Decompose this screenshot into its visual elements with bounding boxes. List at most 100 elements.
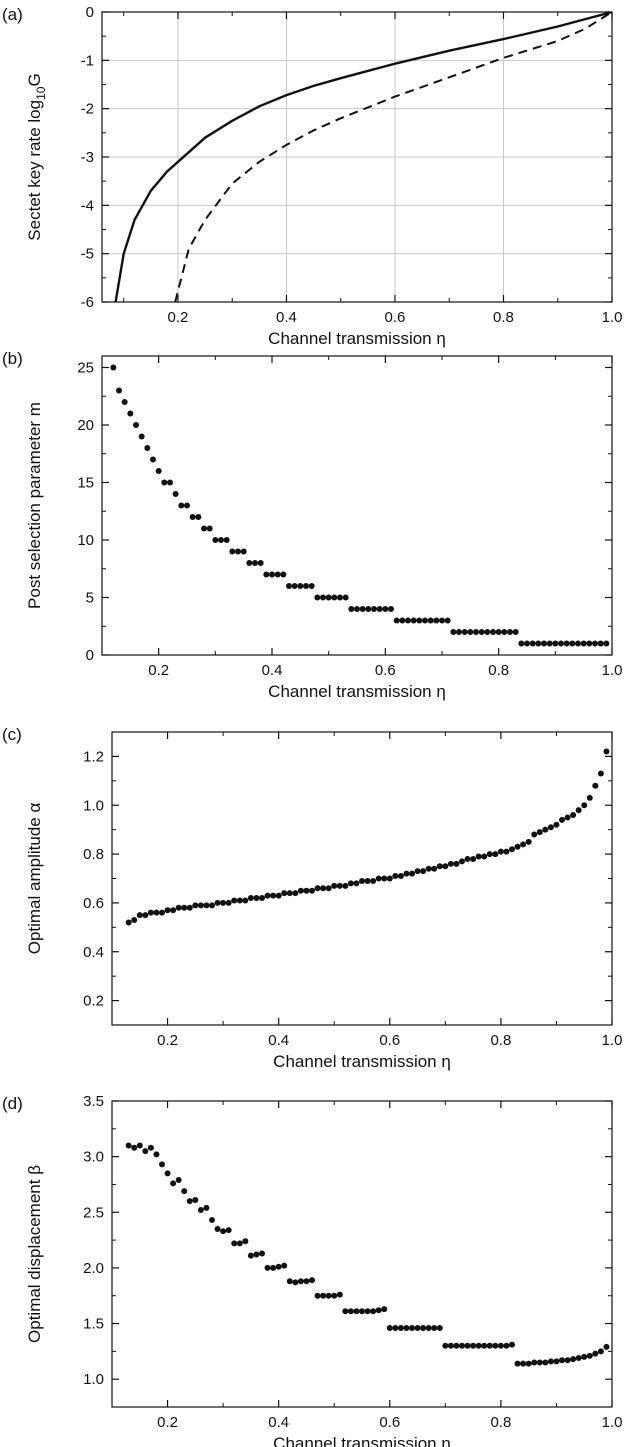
panel-label: (d)	[2, 1094, 23, 1113]
data-point	[246, 560, 253, 566]
data-point	[453, 860, 460, 867]
data-point	[309, 887, 315, 894]
data-point	[525, 1360, 532, 1367]
panel-d: 0.2 0.4 0.6 0.8 1.0 1.0 1.5 2.0 2.5 3.0 3.5 (d) Chan…	[2, 1093, 622, 1447]
data-point	[392, 873, 399, 880]
data-point	[342, 594, 349, 601]
data-point	[320, 594, 326, 601]
x-tick-label: 0.2	[157, 1414, 178, 1431]
data-point	[386, 1324, 393, 1331]
data-point	[286, 583, 292, 589]
data-point	[186, 1198, 193, 1205]
data-point	[209, 1217, 215, 1224]
data-point	[529, 640, 536, 647]
data-point	[580, 640, 587, 647]
y-tick-label: 1.0	[83, 797, 104, 814]
data-point	[353, 1308, 360, 1315]
y-axis-label: Optimal amplitude α	[25, 803, 44, 955]
data-point	[225, 899, 232, 906]
y-axis-label-tail: G	[25, 73, 44, 86]
data-point	[475, 853, 482, 860]
data-point	[581, 802, 588, 809]
panel-a: 0.2 0.4 0.6 0.8 1.0 0 -1 -2 -3 -4 -5 -6 (a) Channel t…	[2, 4, 622, 348]
data-point	[409, 1324, 415, 1331]
data-point	[220, 899, 227, 906]
data-point	[253, 1251, 260, 1258]
data-point	[433, 617, 440, 624]
data-point	[303, 887, 310, 894]
data-point	[257, 560, 264, 566]
data-point	[436, 863, 443, 870]
data-point	[247, 895, 254, 902]
y-tick-label: 1.5	[83, 1316, 104, 1333]
data-point	[570, 812, 577, 819]
data-point	[592, 1350, 599, 1357]
data-point	[203, 902, 210, 909]
data-point	[359, 1308, 365, 1315]
data-point	[509, 846, 515, 853]
data-point	[131, 917, 138, 924]
data-point	[142, 912, 149, 919]
data-point	[264, 1264, 271, 1271]
data-point	[461, 629, 468, 635]
data-point	[144, 445, 151, 451]
y-tick-label: 2.0	[83, 1260, 104, 1277]
data-point	[425, 1324, 432, 1331]
data-point	[270, 892, 277, 899]
y-tick-label: 0.8	[83, 846, 104, 863]
data-point	[153, 909, 160, 916]
data-point	[564, 1357, 571, 1364]
data-point	[405, 617, 411, 624]
data-point	[484, 629, 491, 635]
data-point	[242, 897, 249, 904]
x-tick-label: 0.6	[375, 662, 396, 679]
data-point	[524, 640, 530, 647]
data-point	[514, 1360, 521, 1367]
data-point	[459, 858, 465, 865]
data-point	[159, 1161, 165, 1168]
data-point	[431, 1324, 438, 1331]
data-point	[370, 1308, 377, 1315]
data-point	[553, 1358, 560, 1365]
data-point	[553, 821, 560, 828]
data-point	[325, 594, 332, 601]
data-point	[597, 770, 604, 777]
data-point	[397, 1324, 404, 1331]
data-point	[399, 617, 406, 624]
data-point	[503, 848, 510, 855]
y-axis-label-main: Sectet key rate log	[25, 100, 44, 241]
data-point	[291, 583, 298, 589]
data-point	[164, 1170, 171, 1177]
data-point	[586, 640, 593, 647]
data-point	[564, 814, 571, 821]
data-point	[229, 548, 236, 555]
data-point	[286, 1278, 293, 1285]
y-tick-label: 0.6	[83, 895, 104, 912]
data-point	[192, 1197, 199, 1204]
x-tick-label: 0.8	[493, 309, 514, 326]
x-tick-label: 0.2	[168, 309, 189, 326]
data-point	[536, 1359, 543, 1366]
data-point	[331, 882, 338, 889]
data-point	[297, 583, 304, 589]
data-point	[275, 1263, 282, 1270]
data-point	[337, 594, 343, 601]
data-point	[259, 1250, 265, 1257]
data-point	[541, 640, 547, 647]
data-point	[354, 606, 360, 612]
series-line-dashed	[174, 12, 612, 302]
x-tick-label: 0.8	[490, 1032, 511, 1049]
data-point	[569, 640, 576, 647]
data-point	[269, 571, 275, 578]
data-point	[486, 1342, 493, 1349]
y-tick-label: 0	[86, 647, 94, 664]
data-point	[347, 880, 354, 887]
x-tick-label: 0.8	[490, 1414, 511, 1431]
y-tick-label: 0	[86, 4, 94, 21]
data-point	[181, 1188, 188, 1195]
data-point	[189, 514, 196, 520]
data-point	[192, 902, 199, 909]
x-tick-label: 0.2	[157, 1032, 178, 1049]
data-point	[353, 880, 360, 887]
data-point	[281, 890, 288, 897]
